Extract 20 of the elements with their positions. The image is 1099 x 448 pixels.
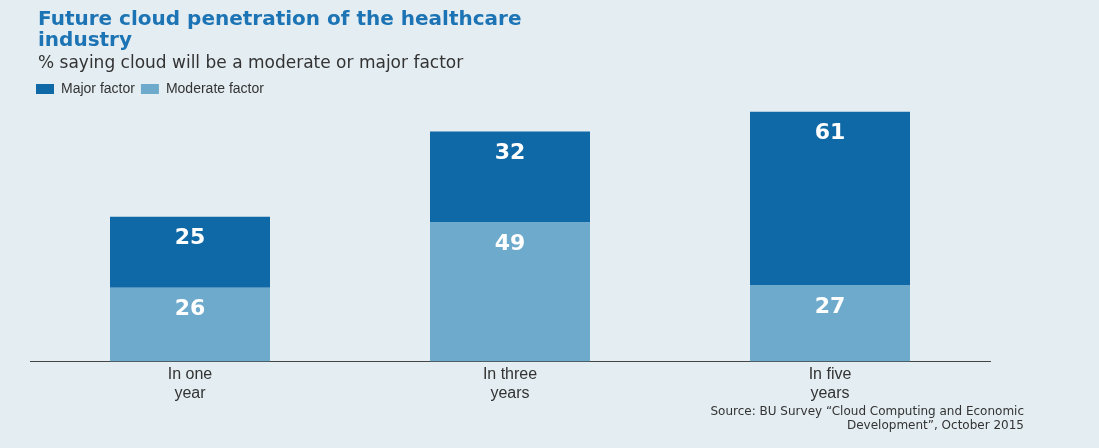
- x-tick-label: In three years: [482, 364, 538, 401]
- data-label: 26: [174, 295, 206, 321]
- bar: [750, 284, 910, 362]
- data-label: 32: [494, 139, 526, 165]
- bar: [110, 216, 270, 288]
- x-tick-label: In five years: [808, 364, 852, 401]
- bar: [430, 222, 590, 362]
- data-label: 61: [814, 119, 846, 145]
- x-tick-label: In one year: [167, 364, 213, 401]
- bar: [750, 111, 910, 285]
- source-note: Source: BU Survey “Cloud Computing and Economic Development”, October 2015: [709, 404, 1024, 432]
- data-label: 27: [814, 292, 846, 318]
- legend-label: Major factor: [61, 79, 136, 96]
- chart-subtitle: % saying cloud will be a moderate or major factor: [38, 52, 464, 72]
- data-label: 49: [494, 230, 526, 256]
- bar: [430, 131, 590, 223]
- data-label: 25: [174, 224, 206, 250]
- chart-title: Future cloud penetration of the healthcare industry: [38, 6, 523, 51]
- bar: [110, 287, 270, 362]
- legend-label: Moderate factor: [165, 79, 265, 96]
